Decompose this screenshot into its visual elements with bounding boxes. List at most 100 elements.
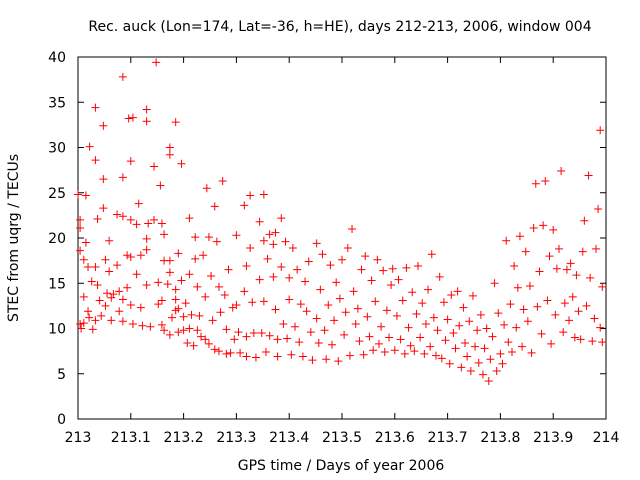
data-point <box>335 294 344 303</box>
data-point <box>214 347 223 356</box>
data-point <box>261 348 270 357</box>
data-point <box>232 231 241 240</box>
data-point <box>199 251 208 260</box>
data-point <box>177 276 186 285</box>
y-tick-label: 25 <box>48 186 66 202</box>
data-point <box>363 312 372 321</box>
data-point <box>361 252 370 261</box>
data-point <box>99 121 108 130</box>
data-point <box>93 214 102 223</box>
data-point <box>451 344 460 353</box>
data-point <box>521 247 530 256</box>
data-point <box>565 316 574 325</box>
data-point <box>91 103 100 112</box>
data-point <box>437 354 446 363</box>
data-point <box>171 295 180 304</box>
data-point <box>174 328 183 337</box>
data-point <box>394 275 403 284</box>
data-point <box>519 305 528 314</box>
x-tick-label: 213.6 <box>375 430 415 446</box>
data-point <box>142 117 151 126</box>
data-point <box>263 254 272 263</box>
data-point <box>165 143 174 152</box>
data-point <box>566 259 575 268</box>
data-point <box>185 270 194 279</box>
x-tick-label: 213.8 <box>480 430 520 446</box>
data-point <box>539 221 548 230</box>
data-point <box>590 314 599 323</box>
data-point <box>74 190 82 199</box>
data-point <box>242 262 251 271</box>
data-point <box>118 72 127 81</box>
data-point <box>412 310 421 319</box>
data-point <box>476 310 485 319</box>
data-point <box>163 280 172 289</box>
data-point <box>332 278 341 287</box>
data-point <box>118 173 127 182</box>
data-point <box>236 348 245 357</box>
data-point <box>301 277 310 286</box>
data-point <box>384 333 393 342</box>
data-point <box>109 290 118 299</box>
data-point <box>99 175 108 184</box>
data-point <box>259 190 268 199</box>
data-point <box>152 58 161 67</box>
data-point <box>598 282 607 291</box>
data-point <box>150 162 159 171</box>
data-point <box>226 348 235 357</box>
data-point <box>296 300 305 309</box>
data-point <box>201 335 210 344</box>
x-tick-label: 213.7 <box>428 430 468 446</box>
data-point <box>584 171 593 180</box>
data-point <box>330 316 339 325</box>
data-point <box>369 346 378 355</box>
y-tick-label: 5 <box>57 367 66 383</box>
data-point <box>285 273 294 282</box>
data-point <box>287 350 296 359</box>
data-point <box>531 179 540 188</box>
data-point <box>76 224 85 233</box>
x-tick-label: 213.1 <box>111 430 151 446</box>
data-point <box>576 335 585 344</box>
data-point <box>126 157 135 166</box>
data-point <box>338 255 346 264</box>
data-point <box>138 321 147 330</box>
data-point <box>126 215 135 224</box>
data-point <box>91 262 100 271</box>
data-point <box>214 282 223 291</box>
data-point <box>160 326 169 335</box>
data-point <box>167 313 176 322</box>
data-point <box>371 297 380 306</box>
data-point <box>259 297 268 306</box>
data-point <box>85 142 94 151</box>
data-point <box>473 326 482 335</box>
data-point <box>271 228 280 237</box>
data-point <box>306 328 315 337</box>
y-tick-label: 0 <box>57 412 66 428</box>
data-point <box>408 288 417 297</box>
data-point <box>304 257 313 266</box>
data-point <box>115 307 124 316</box>
data-point <box>165 330 174 339</box>
data-point <box>500 320 509 329</box>
data-point <box>552 264 561 273</box>
data-point <box>285 295 294 304</box>
data-point <box>588 337 597 346</box>
data-point <box>240 201 249 210</box>
y-tick-label: 20 <box>48 231 66 247</box>
data-point <box>439 298 448 307</box>
data-point <box>195 311 204 320</box>
data-point <box>582 301 591 310</box>
data-point <box>207 272 216 281</box>
data-point <box>144 219 153 228</box>
data-point <box>327 340 336 349</box>
x-tick-label: 214 <box>593 430 620 446</box>
data-point <box>222 325 231 334</box>
data-point <box>420 349 429 358</box>
data-point <box>498 359 507 368</box>
data-point <box>435 272 444 281</box>
data-point <box>191 254 200 263</box>
data-point <box>76 215 85 224</box>
data-point <box>249 329 258 338</box>
data-point <box>265 331 274 340</box>
